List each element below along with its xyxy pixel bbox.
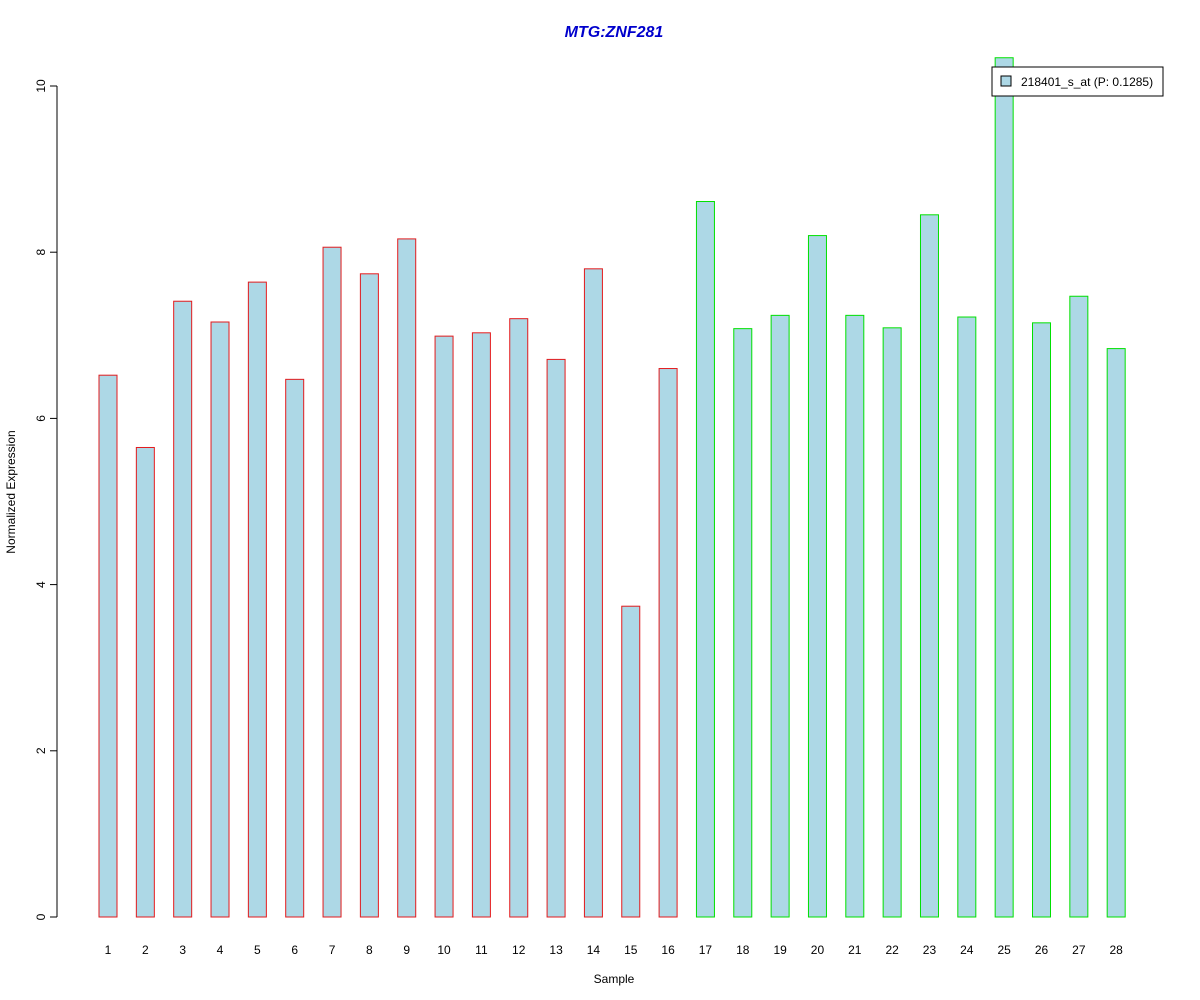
x-tick-label: 12: [512, 943, 526, 957]
x-tick-label: 13: [549, 943, 563, 957]
x-tick-label: 28: [1110, 943, 1124, 957]
y-tick-label: 4: [34, 581, 48, 588]
legend: 218401_s_at (P: 0.1285): [991, 66, 1164, 97]
y-tick-label: 0: [34, 913, 48, 920]
bar-sample-23: [919, 214, 939, 918]
x-tick-label: 23: [923, 943, 937, 957]
x-tick-label: 26: [1035, 943, 1049, 957]
bar-sample-8: [359, 273, 379, 918]
x-tick-label: 3: [179, 943, 186, 957]
bar-sample-10: [434, 335, 454, 918]
x-tick-label: 4: [217, 943, 224, 957]
bar-sample-4: [210, 321, 230, 918]
bar-sample-16: [658, 368, 678, 918]
y-tick-label: 10: [34, 79, 48, 93]
x-tick-label: 5: [254, 943, 261, 957]
y-tick-label: 8: [34, 249, 48, 256]
x-tick-label: 24: [960, 943, 974, 957]
bar-sample-14: [583, 268, 603, 918]
bar-sample-6: [285, 378, 305, 918]
x-tick-label: 25: [997, 943, 1011, 957]
bar-sample-27: [1069, 295, 1089, 918]
legend-swatch: [1000, 75, 1012, 87]
bar-sample-21: [845, 314, 865, 918]
bar-sample-17: [695, 201, 715, 918]
x-tick-label: 22: [885, 943, 899, 957]
x-axis-label: Sample: [594, 972, 635, 986]
bar-sample-1: [98, 374, 118, 918]
legend-box: [991, 66, 1164, 97]
x-tick-label: 27: [1072, 943, 1086, 957]
x-tick-label: 17: [699, 943, 713, 957]
bar-sample-28: [1106, 348, 1126, 918]
x-tick-label: 11: [475, 943, 488, 957]
x-tick-label: 8: [366, 943, 373, 957]
bar-sample-7: [322, 246, 342, 918]
bar-sample-3: [173, 300, 193, 918]
bar-sample-9: [397, 238, 417, 918]
x-tick-label: 18: [736, 943, 750, 957]
y-tick-label: 2: [34, 747, 48, 754]
bar-sample-13: [546, 358, 566, 918]
bar-sample-5: [247, 281, 267, 918]
legend-label: 218401_s_at (P: 0.1285): [1021, 75, 1153, 89]
chart-title: MTG:ZNF281: [565, 24, 664, 41]
x-tick-label: 21: [848, 943, 862, 957]
x-tick-label: 2: [142, 943, 149, 957]
bar-sample-12: [509, 318, 529, 918]
x-tick-label: 1: [105, 943, 112, 957]
bar-sample-25: [994, 57, 1014, 918]
bar-sample-19: [770, 314, 790, 918]
bar-sample-15: [621, 605, 641, 918]
x-tick-label: 15: [624, 943, 638, 957]
bar-sample-18: [733, 328, 753, 918]
y-axis-label: Normalized Expression: [4, 430, 18, 553]
x-axis: 1 2 3 4 5 6 7 8 9 10 11 12 13 14 15 16 17 18 19 20 21 22 23 24 2…: [105, 943, 1124, 957]
x-tick-label: 9: [403, 943, 410, 957]
bar-sample-20: [807, 235, 827, 918]
x-tick-label: 10: [437, 943, 451, 957]
bar-sample-26: [1032, 322, 1051, 918]
bar-sample-11: [471, 332, 491, 918]
y-axis: 0 2 4 6 8 10: [34, 79, 58, 920]
bars: [98, 57, 1126, 918]
x-tick-label: 19: [773, 943, 787, 957]
x-tick-label: 6: [291, 943, 298, 957]
x-tick-label: 14: [587, 943, 601, 957]
bar-sample-24: [957, 316, 977, 918]
x-tick-label: 16: [661, 943, 675, 957]
x-tick-label: 20: [811, 943, 825, 957]
bar-sample-22: [882, 327, 902, 918]
bar-sample-2: [135, 446, 155, 918]
x-tick-label: 7: [329, 943, 336, 957]
y-tick-label: 6: [34, 415, 48, 422]
